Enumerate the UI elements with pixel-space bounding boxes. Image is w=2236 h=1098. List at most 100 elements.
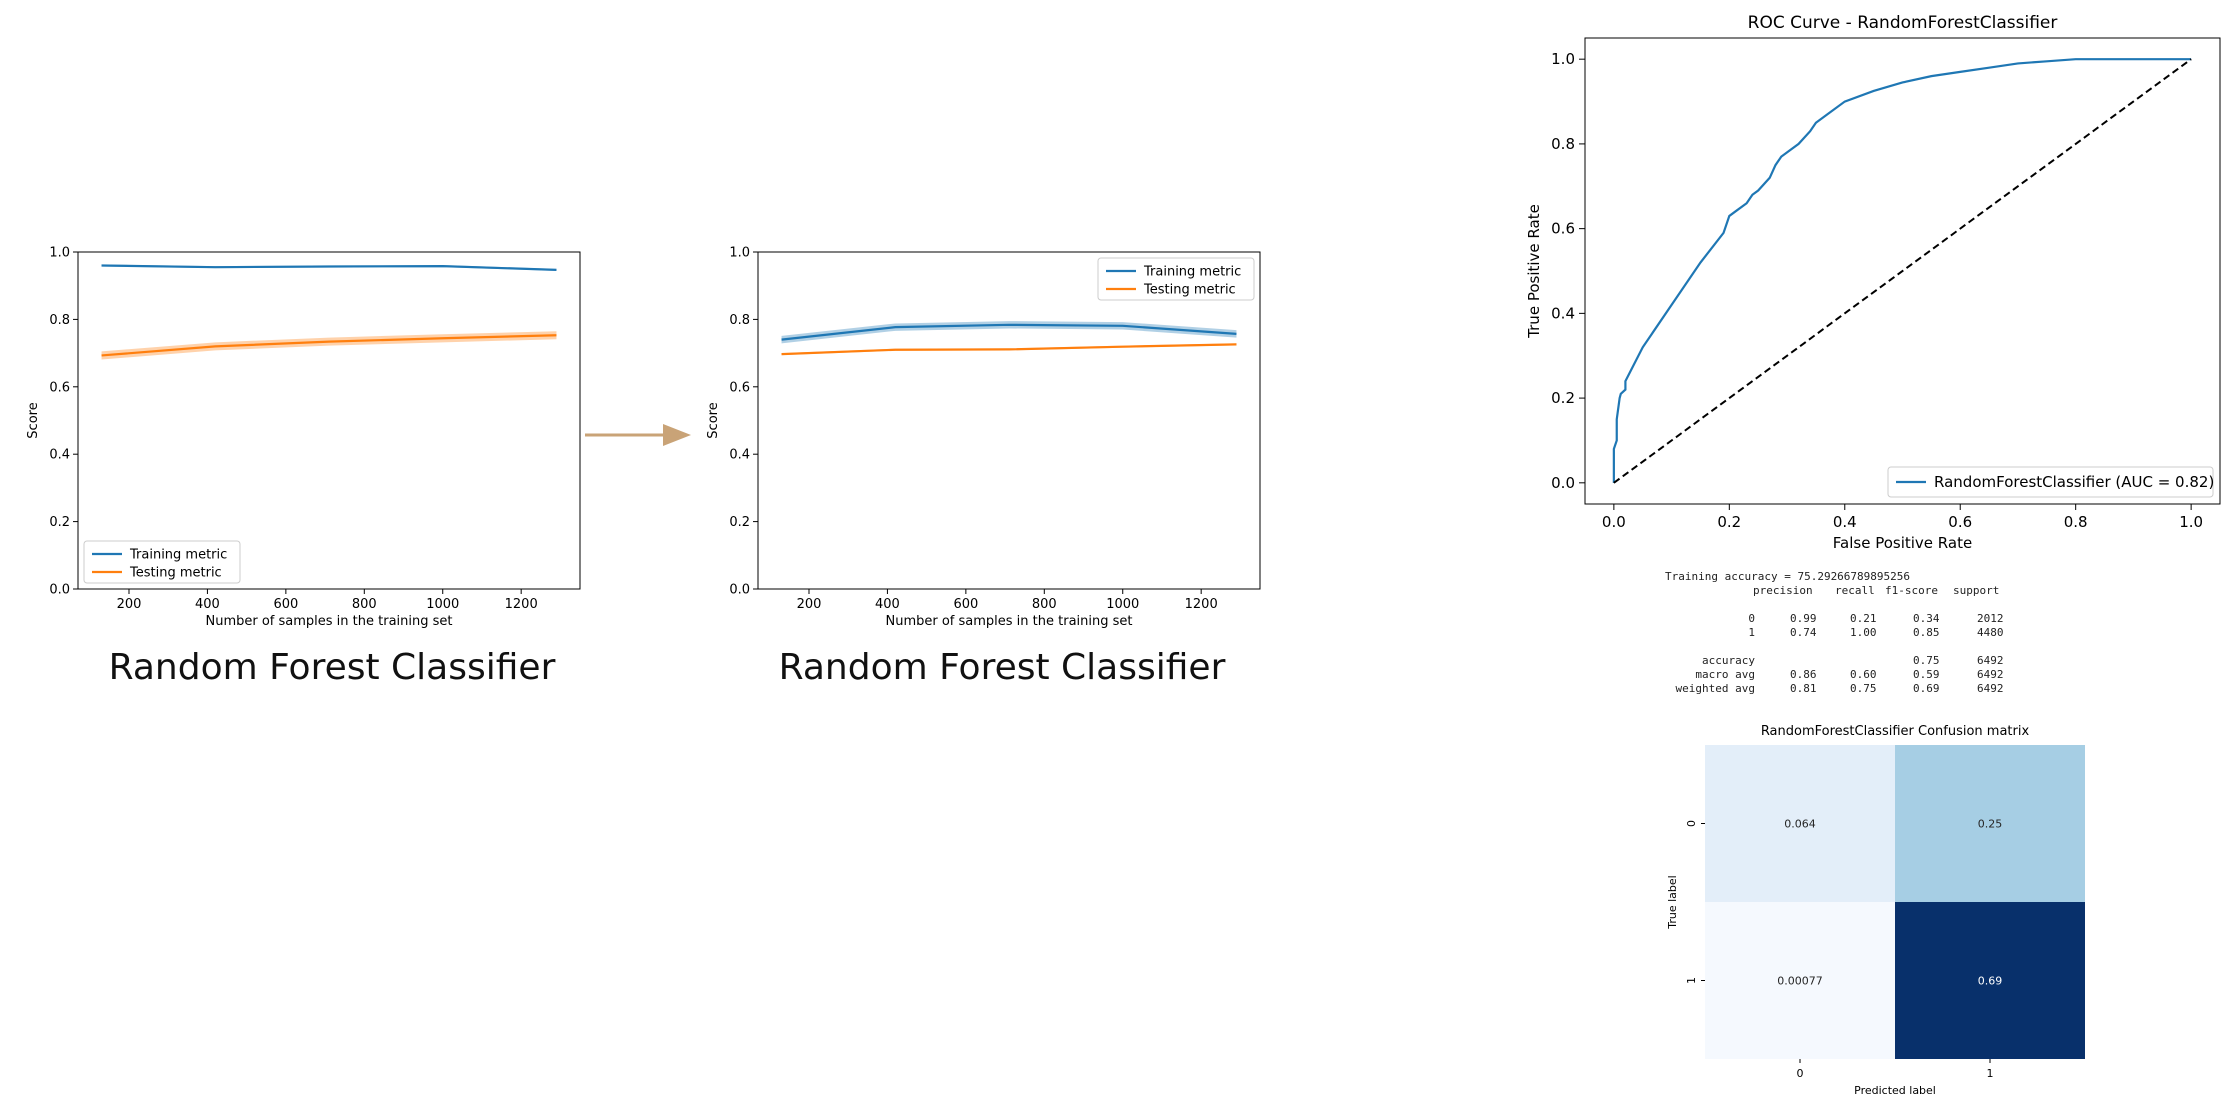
learning-curve-panel-2: 200 400 600 800 1000 1200 0.0 0.2 0.4 0.6 0.8 1.0 Nu… (680, 230, 1280, 650)
cm-x-tick-label-0: 0 (1797, 1067, 1804, 1080)
report-cell: 0.81 (1790, 682, 1817, 695)
roc-y-tick-label-1: 1.0 (1551, 50, 1575, 68)
lc1-series-band-1 (101, 331, 557, 360)
lc1-y-tick-label-0.8: 0.8 (49, 313, 70, 328)
lc2-x-axis-label: Number of samples in the training set (886, 614, 1133, 629)
report-cell: 4480 (1977, 626, 2004, 639)
lc1-x-tick-label-800: 800 (352, 597, 377, 612)
lc1-y-axis-label: Score (26, 402, 41, 438)
roc-title: ROC Curve - RandomForestClassifier (1748, 13, 2058, 33)
confusion-matrix-panel: RandomForestClassifier Confusion matrix 0… (1640, 718, 2100, 1097)
roc-series-line-1 (1613, 58, 2192, 484)
cm-y-tick-label-1: 1 (1685, 977, 1698, 984)
arrow-icon (585, 424, 691, 446)
confusion-matrix-chart: RandomForestClassifier Confusion matrix 0… (1666, 724, 2085, 1097)
report-header-support: support (1953, 584, 2000, 597)
report-row: weighted avg 0.81 0.75 0.69 6492 (1665, 682, 2025, 696)
lc1-plot-frame (77, 251, 581, 590)
learning-curve-caption-1: Random Forest Classifier (108, 647, 556, 688)
cm-x-tick-label-1: 1 (1987, 1067, 1994, 1080)
cm-y-tick-label-0: 0 (1685, 820, 1698, 827)
roc-y-axis-label: True Positive Rate (1525, 204, 1543, 339)
lc1-x-tick-label-400: 400 (195, 597, 220, 612)
report-training-accuracy: Training accuracy = 75.29266789895256 (1665, 570, 2025, 584)
roc-y-tick-label-0.4: 0.4 (1551, 304, 1575, 322)
lc2-y-tick-label-0.8: 0.8 (729, 313, 750, 328)
report-cell: 6492 (1977, 668, 2004, 681)
lc1-x-tick-label-200: 200 (117, 597, 142, 612)
lc1-y-tick-label-0: 0.0 (49, 583, 70, 598)
cm-cell-0-0 (1705, 745, 1895, 902)
report-cell: 0.34 (1913, 612, 1940, 625)
roc-x-tick-label-0.4: 0.4 (1833, 513, 1857, 531)
report-header-precision: precision (1753, 584, 1813, 597)
cm-cell-1-0 (1705, 902, 1895, 1059)
learning-curve-chart-2: 200 400 600 800 1000 1200 0.0 0.2 0.4 0.6 0.8 1.0 Nu… (706, 246, 1261, 629)
roc-x-axis-label: False Positive Rate (1833, 534, 1972, 552)
lc2-legend-box (1097, 257, 1255, 301)
lc2-legend-label-1: Testing metric (1143, 283, 1236, 298)
report-cell: 1.00 (1850, 626, 1877, 639)
lc2-legend-label-0: Training metric (1143, 265, 1241, 280)
roc-plot-frame (1584, 37, 2221, 505)
report-cell: 6492 (1977, 682, 2004, 695)
classification-report: Training accuracy = 75.29266789895256 pr… (1665, 570, 2025, 696)
roc-y-tick-label-0.2: 0.2 (1551, 389, 1575, 407)
lc1-series-line-1 (101, 334, 557, 357)
report-body: 0 0.99 0.21 0.34 2012 1 0.74 1.00 0.85 4480 accura… (1665, 612, 2025, 696)
report-row: 0 0.99 0.21 0.34 2012 (1665, 612, 2025, 626)
report-row: 1 0.74 1.00 0.85 4480 (1665, 626, 2025, 640)
report-row-label: weighted avg (1675, 682, 1755, 695)
report-training-accuracy-text: Training accuracy = 75.29266789895256 (1665, 570, 1911, 583)
roc-x-tick-label-0.6: 0.6 (1948, 513, 1972, 531)
lc2-plot-frame (757, 251, 1261, 590)
lc2-x-tick-label-200: 200 (797, 597, 822, 612)
roc-chart: ROC Curve - RandomForestClassifier 0.0 0.2… (1525, 13, 2221, 552)
cm-cell-label-1-0: 0.00077 (1777, 975, 1823, 988)
cm-cell-1-1 (1895, 902, 2085, 1059)
lc2-y-tick-label-1: 1.0 (729, 246, 750, 261)
report-cell: 0.75 (1913, 654, 1940, 667)
lc1-x-axis-label: Number of samples in the training set (206, 614, 453, 629)
lc2-y-tick-label-0.2: 0.2 (729, 515, 750, 530)
lc1-series-line-0 (101, 264, 557, 271)
lc2-x-tick-label-800: 800 (1032, 597, 1057, 612)
lc2-y-tick-label-0.6: 0.6 (729, 380, 750, 395)
roc-legend-label: RandomForestClassifier (AUC = 0.82) (1934, 473, 2214, 491)
lc2-y-tick-label-0: 0.0 (729, 583, 750, 598)
report-row-label: macro avg (1695, 668, 1755, 681)
lc2-x-tick-label-1000: 1000 (1106, 597, 1139, 612)
lc2-x-tick-label-400: 400 (875, 597, 900, 612)
learning-curve-panel-1: 200 400 600 800 1000 1200 0.0 0.2 0.4 0.6 0.8 1.0 Nu… (0, 230, 600, 650)
cm-cell-0-1 (1895, 745, 2085, 902)
roc-x-tick-label-0: 0.0 (1602, 513, 1626, 531)
report-cell: 0.75 (1850, 682, 1877, 695)
report-header-f1: f1-score (1885, 584, 1938, 597)
report-cell: 2012 (1977, 612, 2004, 625)
report-row-label: 1 (1748, 626, 1755, 639)
report-cell: 0.59 (1913, 668, 1940, 681)
lc2-y-axis-label: Score (706, 402, 721, 438)
report-row-label: 0 (1748, 612, 1755, 625)
report-header-row: precision recall f1-score support (1665, 584, 2025, 598)
cm-x-axis-label: Predicted label (1854, 1084, 1936, 1094)
report-cell: 0.85 (1913, 626, 1940, 639)
lc1-x-tick-label-1200: 1200 (505, 597, 538, 612)
lc1-legend-box (83, 540, 241, 584)
roc-x-tick-label-1: 1.0 (2179, 513, 2203, 531)
lc1-y-tick-label-1: 1.0 (49, 246, 70, 261)
report-row (1665, 640, 2025, 654)
lc1-legend-label-0: Training metric (129, 548, 227, 563)
cm-y-axis-label: True label (1666, 875, 1679, 929)
report-row: macro avg 0.86 0.60 0.59 6492 (1665, 668, 2025, 682)
report-cell: 0.74 (1790, 626, 1817, 639)
roc-x-tick-label-0.8: 0.8 (2064, 513, 2088, 531)
lc2-y-tick-label-0.4: 0.4 (729, 448, 750, 463)
lc1-y-tick-label-0.2: 0.2 (49, 515, 70, 530)
cm-title: RandomForestClassifier Confusion matrix (1761, 724, 2030, 739)
report-header-recall: recall (1835, 584, 1875, 597)
cm-cell-label-1-1: 0.69 (1978, 975, 2003, 988)
roc-panel: ROC Curve - RandomForestClassifier 0.0 0.2… (1520, 0, 2236, 560)
cm-cell-label-0-1: 0.25 (1978, 818, 2003, 831)
report-cell: 6492 (1977, 654, 2004, 667)
